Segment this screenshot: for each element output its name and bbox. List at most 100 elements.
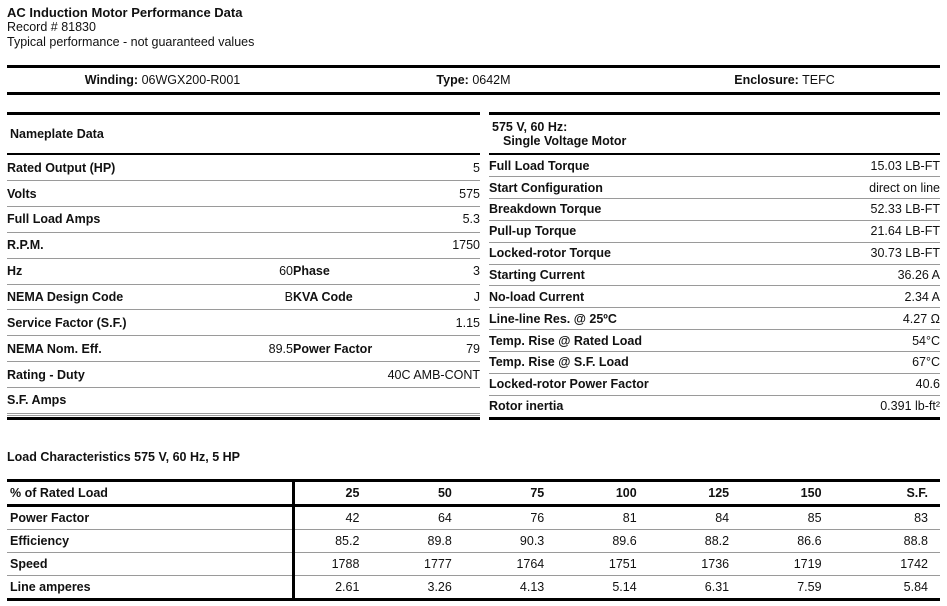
table-row: Start Configuration direct on line	[489, 176, 940, 199]
row-label: Breakdown Torque	[489, 198, 729, 221]
cell-value: 7.59	[797, 580, 822, 594]
load-characteristics-title: Load Characteristics 575 V, 60 Hz, 5 HP	[7, 450, 240, 464]
record-number: Record # 81830	[7, 20, 96, 34]
cell-value: 64	[385, 505, 478, 530]
table-row: Service Factor (S.F.) 1.15	[7, 309, 480, 337]
row-label-2: Phase	[293, 258, 395, 285]
cell-value: 1736	[662, 552, 756, 576]
table-row: Volts 575	[7, 180, 480, 208]
row-label: Locked-rotor Power Factor	[489, 373, 729, 396]
datasheet-page: AC Induction Motor Performance Data Reco…	[7, 5, 940, 601]
row-label: R.P.M.	[7, 232, 293, 259]
table-row: Full Load Torque 15.03 LB-FT	[489, 154, 940, 178]
row-value: 89.5	[165, 335, 293, 363]
cell-value: 81	[570, 505, 663, 530]
column-header: 25	[291, 480, 386, 507]
load-characteristics-table: % of Rated Load 25 50 75 100 125 150 S.F…	[7, 479, 940, 601]
column-header: 125	[662, 480, 756, 507]
row-label: Volts	[7, 180, 293, 208]
table-row: Line amperes 2.61 3.26 4.13 5.14 6.31 7.…	[7, 575, 940, 600]
cell-value: 85.2	[291, 529, 386, 553]
table-row: NEMA Nom. Eff. 89.5 Power Factor 79	[7, 335, 480, 363]
row-label: Line amperes	[10, 580, 91, 594]
table-row: NEMA Design Code B KVA Code J	[7, 284, 480, 311]
cell-value: 42	[291, 505, 386, 530]
cell-value: 85	[755, 505, 848, 530]
disclaimer-note: Typical performance - not guaranteed val…	[7, 35, 255, 49]
cell-value: 76	[477, 505, 571, 530]
document-header: AC Induction Motor Performance Data Reco…	[7, 5, 940, 50]
winding-value: 06WGX200-R001	[141, 73, 241, 87]
row-label: NEMA Nom. Eff.	[7, 335, 165, 363]
table-row: Starting Current 36.26 A	[489, 264, 940, 287]
row-value: 2.34 A	[729, 285, 940, 309]
row-label: Rotor inertia	[489, 399, 564, 414]
row-label: Starting Current	[489, 264, 729, 287]
row-value: 5.3	[293, 206, 480, 233]
row-value: 54°C	[729, 329, 940, 352]
column-header: 75	[477, 480, 571, 507]
winding-field: Winding: 06WGX200-R001	[7, 73, 318, 87]
enclosure-value: TEFC	[802, 73, 835, 87]
data-tables-section: Nameplate Data Rated Output (HP) 5 Volts 5…	[7, 112, 940, 420]
cell-value: 88.2	[662, 529, 756, 553]
row-label: Pull-up Torque	[489, 220, 729, 243]
row-label: Line-line Res. @ 25ºC	[489, 307, 729, 331]
row-label: Full Load Torque	[489, 154, 729, 178]
row-label: No-load Current	[489, 285, 729, 309]
cell-value: 1719	[755, 552, 848, 576]
table-row-empty	[7, 413, 480, 416]
table-row: Temp. Rise @ Rated Load 54°C	[489, 329, 940, 352]
row-label: Efficiency	[7, 529, 293, 553]
cell-value: 1742	[847, 552, 940, 576]
row-value: B	[165, 284, 293, 311]
voltage-frequency-title: 575 V, 60 Hz:	[492, 120, 568, 134]
row-value: 40.6	[729, 373, 940, 396]
row-value: 30.73 LB-FT	[729, 242, 940, 265]
empty-cell	[7, 415, 480, 418]
table-row: Rated Output (HP) 5	[7, 154, 480, 182]
row-label-2: KVA Code	[293, 284, 395, 311]
column-header: 100	[570, 480, 663, 507]
winding-type-enclosure-bar: Winding: 06WGX200-R001 Type: 0642M Enclo…	[7, 65, 940, 95]
row-label: Full Load Amps	[7, 206, 293, 233]
table-row: Line-line Res. @ 25ºC 4.27 Ω	[489, 307, 940, 331]
row-value: 60	[165, 258, 293, 285]
cell-value: 89.6	[570, 529, 663, 553]
table-header-row: Nameplate Data	[7, 113, 480, 155]
row-label: Temp. Rise @ S.F. Load	[489, 351, 729, 374]
electrical-table-title: 575 V, 60 Hz: Single Voltage Motor	[489, 113, 940, 155]
row-value: 4.27 Ω	[729, 307, 940, 331]
row-value: direct on line	[729, 176, 940, 199]
enclosure-label: Enclosure:	[734, 73, 799, 87]
type-value: 0642M	[472, 73, 511, 87]
motor-type-subtitle: Single Voltage Motor	[503, 134, 627, 148]
table-row: Locked-rotor Power Factor 40.6	[489, 373, 940, 396]
cell-value: 1751	[570, 552, 663, 576]
table-row: R.P.M. 1750	[7, 232, 480, 259]
cell-value: 90.3	[477, 529, 571, 553]
row-value: 52.33 LB-FT	[729, 198, 940, 221]
load-table-header-row: % of Rated Load 25 50 75 100 125 150 S.F…	[7, 480, 940, 507]
cell-value: 84	[662, 505, 756, 530]
cell-value: 89.8	[385, 529, 478, 553]
cell-value: 5.84	[903, 580, 928, 594]
cell-value: 83	[847, 505, 940, 530]
row-label: Temp. Rise @ Rated Load	[489, 329, 729, 352]
table-row-empty	[7, 415, 480, 418]
row-value: 15.03 LB-FT	[729, 154, 940, 178]
winding-label: Winding:	[84, 73, 139, 87]
row-label: Service Factor (S.F.)	[7, 309, 293, 337]
row-value: 36.26 A	[729, 264, 940, 287]
table-row: Locked-rotor Torque 30.73 LB-FT	[489, 242, 940, 265]
cell-value: 1777	[385, 552, 478, 576]
nameplate-table: Nameplate Data Rated Output (HP) 5 Volts 5…	[7, 112, 480, 420]
enclosure-field: Enclosure: TEFC	[629, 73, 940, 87]
row-label: Hz	[7, 258, 165, 285]
row-value: 21.64 LB-FT	[729, 220, 940, 243]
electrical-data-table: 575 V, 60 Hz: Single Voltage Motor Full …	[489, 112, 940, 420]
row-label: Rated Output (HP)	[7, 154, 293, 182]
row-value-2: 3	[395, 258, 480, 285]
table-row: No-load Current 2.34 A	[489, 285, 940, 309]
cell-value: 6.31	[704, 580, 730, 594]
